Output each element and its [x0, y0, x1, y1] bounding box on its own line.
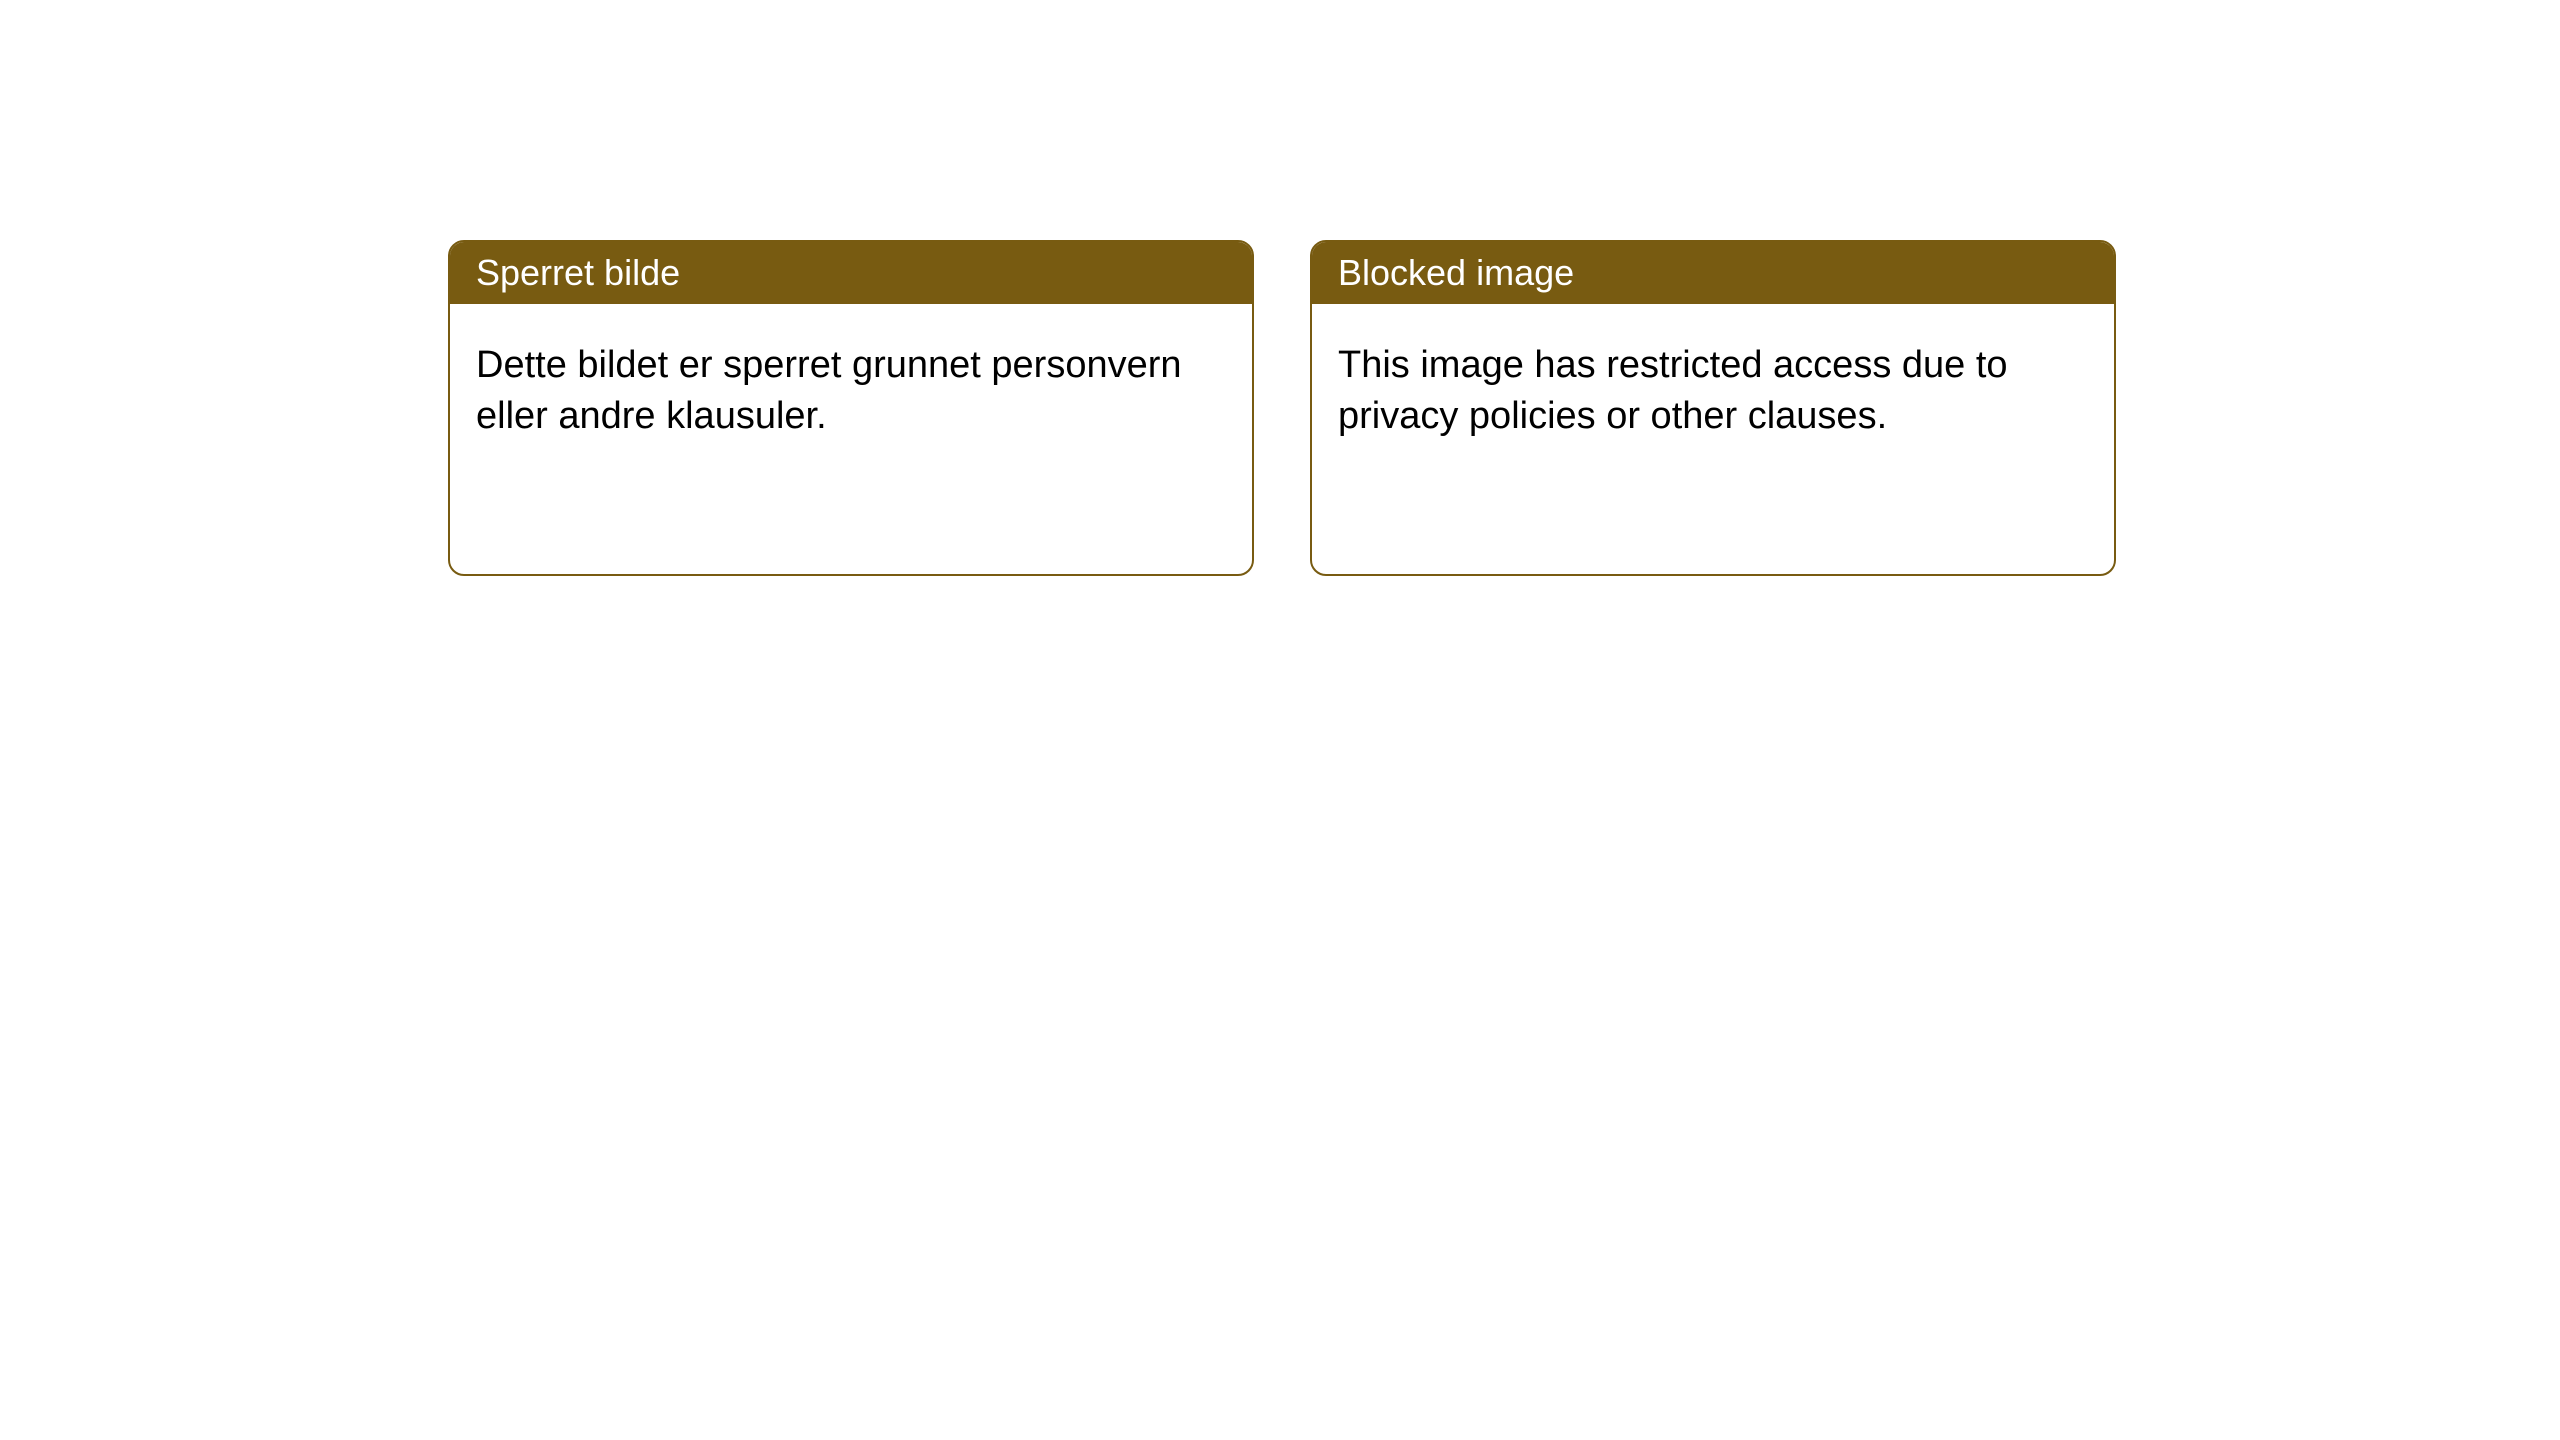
notice-container: Sperret bilde Dette bildet er sperret gr… [448, 240, 2116, 576]
notice-card-english: Blocked image This image has restricted … [1310, 240, 2116, 576]
notice-card-norwegian: Sperret bilde Dette bildet er sperret gr… [448, 240, 1254, 576]
notice-body: Dette bildet er sperret grunnet personve… [450, 304, 1252, 574]
notice-header: Blocked image [1312, 242, 2114, 304]
notice-body: This image has restricted access due to … [1312, 304, 2114, 574]
notice-header: Sperret bilde [450, 242, 1252, 304]
